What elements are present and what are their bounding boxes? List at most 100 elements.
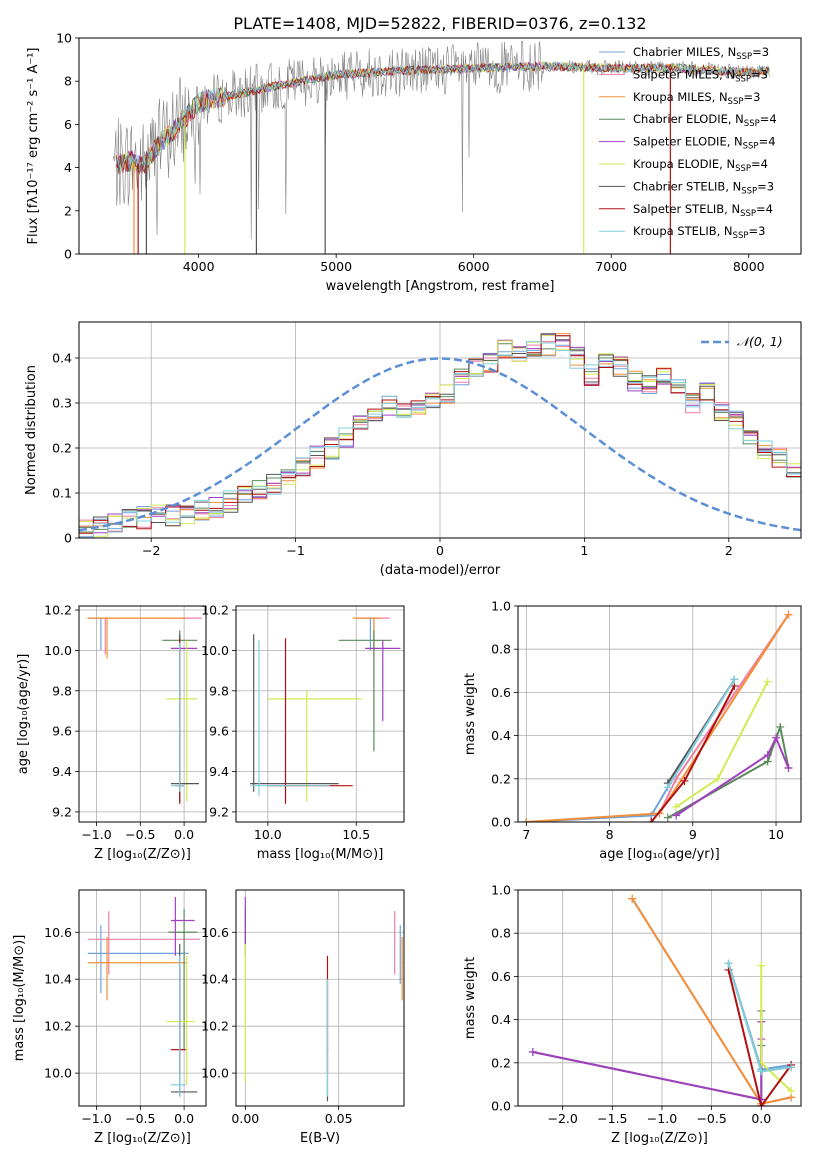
legend-label: 𝒩(0, 1) — [737, 334, 783, 349]
x-tick-label: 6000 — [458, 259, 490, 274]
y-tick-label: 9.2 — [52, 804, 72, 819]
data-point — [185, 1020, 188, 1023]
data-point — [244, 919, 247, 922]
y-tick-label: 0.2 — [491, 1055, 511, 1070]
histogram-step-salpeter-miles — [79, 340, 801, 532]
x-tick-label: −1 — [286, 543, 304, 558]
x-tick-label: 0.0 — [174, 827, 194, 842]
legend-label: Kroupa MILES, NSSP=3 — [633, 90, 760, 107]
age-vs-mass-plot-area — [250, 617, 401, 804]
data-point — [178, 784, 181, 787]
y-tick-label: 0.0 — [491, 815, 511, 830]
panel-residuals: −2 −1 0 1 2 0 0.1 0.2 0.3 0.4 (data-model)/error No… — [24, 321, 802, 578]
weight-marker — [730, 675, 739, 684]
weight-marker — [672, 802, 681, 811]
data-point — [399, 952, 402, 955]
legend-label: Kroupa ELODIE, NSSP=4 — [633, 157, 768, 174]
axes-frame — [235, 889, 405, 1107]
data-point — [107, 938, 110, 941]
histogram-step-chabrier-elodie — [79, 335, 801, 533]
legend-label: Chabrier STELIB, NSSP=3 — [633, 179, 774, 196]
data-point — [401, 961, 403, 964]
data-point — [373, 617, 375, 619]
x-axis-label: wavelength [Angstrom, rest frame] — [326, 279, 555, 294]
weight-marker — [663, 813, 672, 822]
y-tick-label: 0.1 — [52, 486, 72, 501]
weight-marker — [763, 677, 772, 686]
data-point — [373, 639, 375, 642]
y-tick-label: 10 — [56, 31, 72, 46]
panel-weight-vs-age: 7 8 9 10 0.0 0.2 0.4 0.6 0.8 1.0 age [log₁₀(age/yr… — [463, 599, 802, 862]
y-tick-label: 0.2 — [491, 771, 511, 786]
y-tick-label: 10.2 — [44, 1019, 72, 1034]
x-axis-label: Z [log₁₀(Z/Z⊙)] — [94, 1131, 191, 1146]
y-tick-label: 0.4 — [52, 351, 72, 366]
axes-frame — [235, 605, 405, 823]
data-point — [100, 952, 102, 955]
histogram-step-kroupa-stelib — [79, 341, 801, 538]
y-tick-label: 10.2 — [201, 1019, 229, 1034]
axes-frame — [78, 321, 802, 539]
age-vs-Z-plot-area — [87, 617, 202, 804]
weight-line — [727, 969, 792, 1106]
weight-marker — [528, 1048, 537, 1056]
weight-marker — [663, 783, 672, 792]
x-tick-label: 4000 — [183, 259, 215, 274]
data-point — [393, 938, 396, 941]
y-tick-label: 0.4 — [491, 728, 511, 743]
weight-marker — [787, 1063, 796, 1072]
y-tick-label: 9.6 — [52, 724, 72, 739]
y-tick-label: 0 — [64, 531, 72, 546]
weight-marker — [776, 722, 785, 731]
y-tick-label: 0.6 — [491, 685, 511, 700]
weight-marker — [784, 610, 793, 619]
weight-marker — [713, 774, 722, 783]
histogram-step-chabrier-stelib — [79, 333, 801, 528]
x-tick-label: −2.0 — [548, 1111, 578, 1126]
x-tick-label: 10.0 — [254, 827, 282, 842]
weight-line — [666, 678, 736, 788]
weight-line — [675, 735, 790, 817]
residuals-plot-area — [79, 333, 801, 538]
x-tick-label: 5000 — [320, 259, 352, 274]
axes-frame — [517, 605, 802, 823]
y-tick-label: 10.0 — [44, 643, 72, 658]
x-axis-label: Z [log₁₀(Z/Z⊙)] — [94, 847, 191, 862]
axes-frame — [78, 889, 207, 1107]
weight-vs-age-plot-area — [522, 610, 793, 822]
y-tick-label: 0.6 — [491, 969, 511, 984]
y-tick-label: 10.0 — [201, 643, 229, 658]
data-point — [258, 784, 260, 787]
axes-frame — [78, 605, 207, 823]
weight-marker — [680, 776, 689, 785]
y-tick-label: 10.6 — [44, 925, 72, 940]
x-tick-label: −0.5 — [696, 1111, 726, 1126]
y-tick-label: 8 — [64, 74, 72, 89]
weight-line — [727, 963, 792, 1073]
legend-label: Salpeter ELODIE, NSSP=4 — [633, 135, 776, 152]
x-tick-label: 2 — [725, 543, 733, 558]
y-tick-label: 1.0 — [491, 883, 511, 898]
data-point — [174, 919, 177, 922]
y-tick-label: 10.4 — [201, 972, 229, 987]
x-tick-label: −1.0 — [81, 827, 111, 842]
data-point — [326, 1084, 329, 1086]
x-axis-label: E(B-V) — [300, 1131, 340, 1146]
panel-weight-vs-Z: −2.0 −1.5 −1.0 −0.5 0.0 0.0 0.2 0.4 0.6 0.8 1.0 Z [… — [463, 883, 802, 1146]
x-tick-label: −0.5 — [125, 1111, 155, 1126]
x-tick-label: −1.0 — [647, 1111, 677, 1126]
data-point — [183, 931, 185, 934]
weight-marker — [787, 1086, 796, 1095]
y-tick-label: 9.2 — [209, 804, 229, 819]
panel-mass-vs-Z: −1.0 −0.5 0.0 10.0 10.2 10.4 10.6 Z [log₁₀(Z/Z⊙… — [12, 889, 207, 1146]
y-tick-label: 6 — [64, 117, 72, 132]
legend-label: Chabrier ELODIE, NSSP=4 — [633, 112, 777, 129]
x-tick-label: 8000 — [733, 259, 765, 274]
y-axis-label: mass [log₁₀(M/M⊙)] — [12, 935, 27, 1062]
data-point — [178, 1084, 181, 1086]
mass-vs-ebv-plot-area — [244, 897, 403, 1102]
y-tick-label: 10.0 — [44, 1066, 72, 1081]
x-tick-label: 0 — [436, 543, 444, 558]
y-tick-label: 10.2 — [44, 603, 72, 618]
x-tick-label: 0.0 — [751, 1111, 771, 1126]
